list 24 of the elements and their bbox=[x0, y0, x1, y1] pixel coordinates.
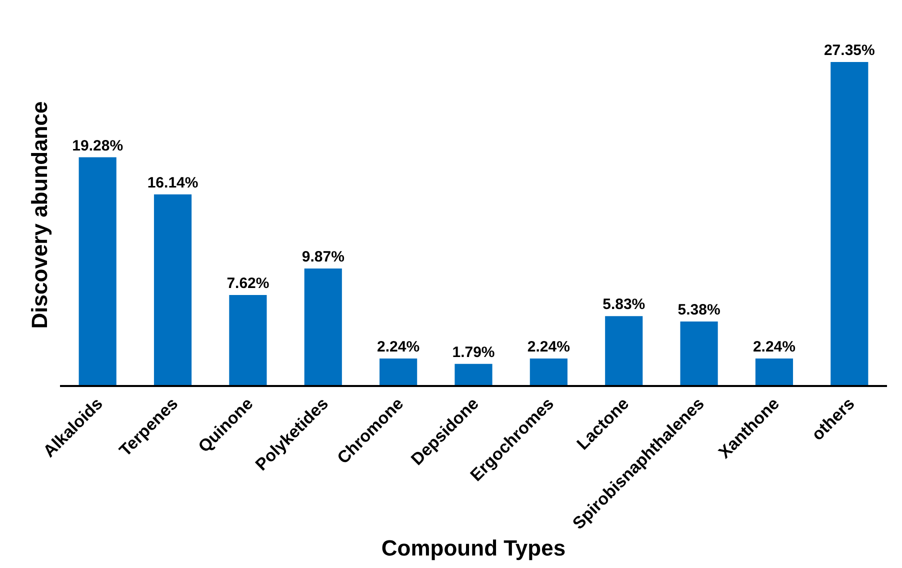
data-label: 5.83% bbox=[602, 296, 646, 314]
bar bbox=[380, 358, 418, 385]
bar bbox=[830, 62, 868, 385]
bar bbox=[78, 157, 116, 385]
x-axis-title: Compound Types bbox=[381, 535, 566, 560]
data-label: 5.38% bbox=[678, 301, 720, 318]
data-label: 2.24% bbox=[752, 338, 796, 356]
data-label: 27.35% bbox=[824, 42, 875, 59]
y-axis-title: Discovery abundance bbox=[26, 101, 52, 329]
data-label: 16.14% bbox=[147, 174, 198, 192]
data-label: 2.24% bbox=[377, 338, 420, 356]
bar bbox=[605, 316, 643, 385]
data-label: 1.79% bbox=[452, 344, 495, 361]
bar bbox=[680, 321, 718, 385]
data-label: 2.24% bbox=[527, 338, 570, 356]
bar bbox=[304, 268, 342, 385]
data-label: 19.28% bbox=[72, 137, 124, 154]
bar bbox=[755, 358, 794, 385]
bar bbox=[530, 358, 568, 385]
bar bbox=[154, 194, 192, 385]
bar bbox=[454, 364, 492, 385]
bar bbox=[229, 295, 267, 385]
data-label: 7.62% bbox=[226, 275, 270, 292]
data-label: 9.87% bbox=[302, 248, 344, 266]
